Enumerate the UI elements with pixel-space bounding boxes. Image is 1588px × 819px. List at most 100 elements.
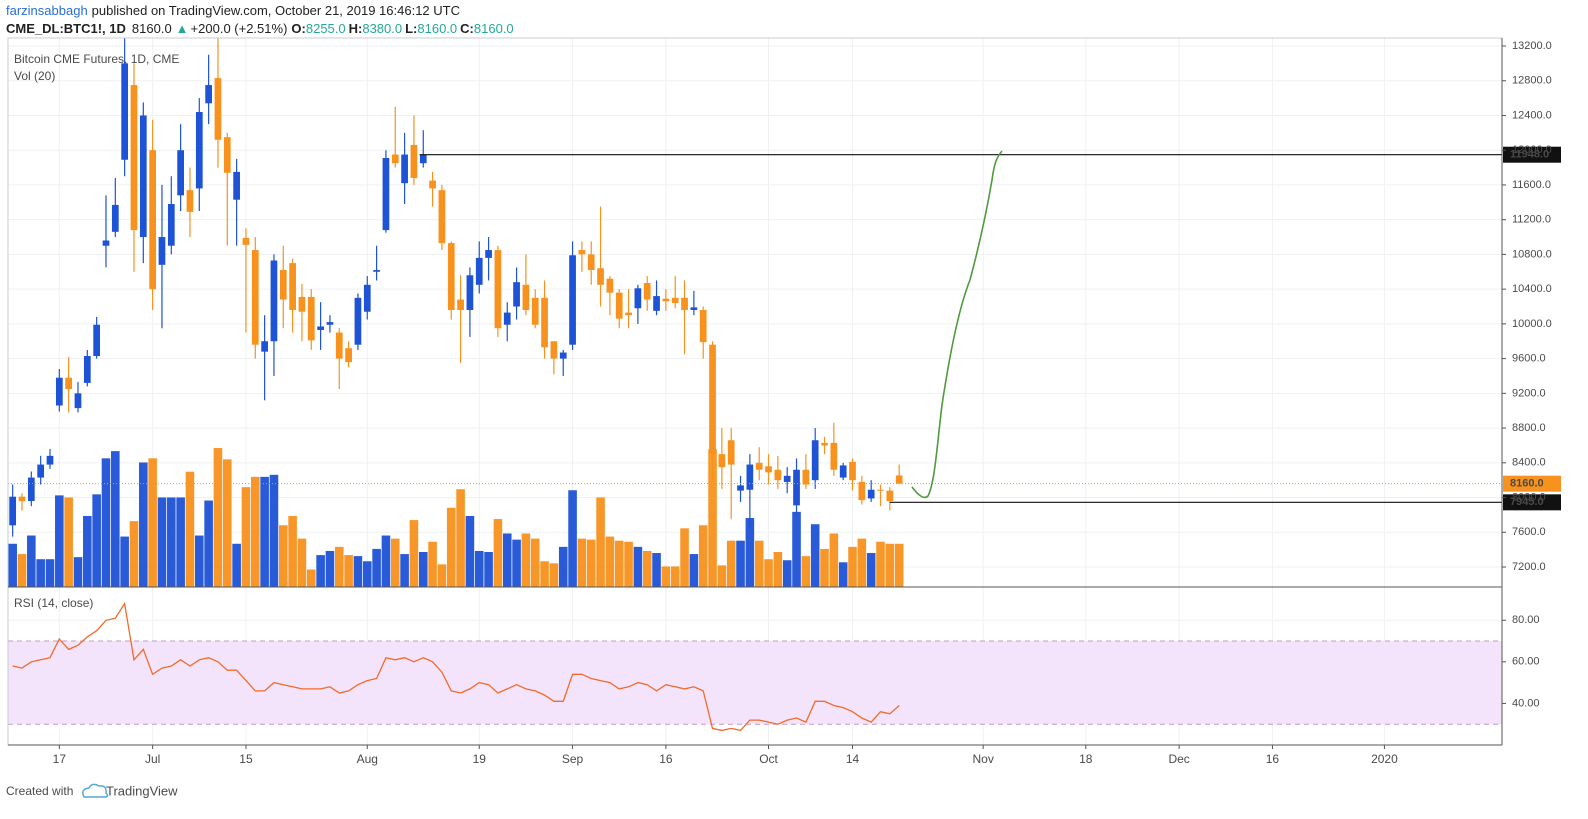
candle-body (438, 190, 446, 244)
x-tick-label: 2020 (1371, 752, 1398, 766)
volume-bar (390, 538, 400, 587)
volume-bar (45, 559, 55, 587)
candle-body (391, 154, 399, 164)
volume-bar (661, 566, 671, 587)
candle-body (335, 332, 343, 359)
arrow: ▲ (176, 21, 189, 36)
rsi-title: RSI (14, close) (14, 596, 93, 610)
x-tick-label: 16 (1266, 752, 1280, 766)
candle-body (186, 190, 194, 212)
ohlc-value: 8160.0 (474, 21, 514, 36)
volume-bar (829, 533, 839, 587)
volume-bar (8, 543, 17, 587)
candle-body (410, 144, 418, 178)
price: 8160.0 (132, 21, 172, 36)
volume-bar (717, 565, 727, 587)
volume-bar (876, 541, 885, 587)
candle-body (587, 254, 595, 271)
candle-body (569, 255, 576, 345)
volume-bar (400, 554, 409, 587)
volume-bar (792, 511, 801, 587)
x-tick-label: Sep (562, 752, 584, 766)
volume-bar (372, 548, 381, 587)
x-tick-label: Jul (145, 752, 160, 766)
candle-body (746, 464, 754, 490)
volume-bar (465, 515, 475, 587)
candle-body (597, 268, 604, 285)
volume-bar (596, 497, 605, 587)
volume-bar (232, 543, 241, 587)
candle-body (802, 469, 810, 485)
volume-bar (652, 553, 661, 587)
candle-body (447, 243, 455, 310)
x-tick-label: 19 (473, 752, 487, 766)
volume-bar (605, 536, 615, 587)
logo (82, 783, 109, 798)
candle-body (223, 137, 231, 173)
y-tick-label: 9200.0 (1512, 387, 1546, 399)
volume-bar (484, 552, 493, 587)
volume-bar (754, 540, 764, 587)
volume-bar (409, 520, 419, 587)
volume-bar (316, 555, 325, 587)
drawing (911, 150, 1003, 499)
candle-body (485, 250, 492, 258)
volume-bar (139, 462, 148, 587)
volume-bar (782, 560, 792, 587)
candle-body (429, 180, 436, 189)
ohlc-key: H: (349, 21, 363, 36)
volume-title: Vol (20) (14, 69, 55, 83)
volume-bar (530, 538, 540, 587)
volume-bar (381, 535, 391, 587)
volume-bar (848, 546, 857, 587)
level-label: 11948.0 (1510, 149, 1549, 161)
volume-bar (344, 555, 353, 587)
candle-body (419, 154, 427, 164)
candles (9, 38, 903, 537)
candle-body (251, 250, 259, 345)
footer-brand[interactable]: TradingView (106, 783, 178, 798)
candle-body (578, 250, 586, 255)
candle-body (793, 469, 800, 506)
candle-body (839, 465, 847, 478)
volume-bar (857, 538, 867, 587)
candle-body (783, 475, 791, 482)
y-tick-label: 7200.0 (1512, 561, 1546, 573)
y-tick-label: 12400.0 (1512, 109, 1552, 121)
ohlc-value: 8160.0 (417, 21, 457, 36)
y-tick-label: 11200.0 (1512, 214, 1551, 226)
y-tick-label: 10400.0 (1512, 283, 1552, 295)
volume-bar (306, 569, 316, 587)
volume-bar (633, 546, 643, 587)
volume-bar (241, 487, 251, 587)
candle-body (755, 462, 763, 470)
candle-body (699, 309, 707, 343)
candle-body (373, 270, 380, 272)
volume-bar (866, 553, 876, 587)
published: published on TradingView.com, October 21… (92, 3, 460, 18)
last-price-label: 8160.0 (1510, 478, 1544, 490)
y-tick-label: 7600.0 (1512, 526, 1546, 538)
volume-bar (288, 515, 297, 587)
candle-body (662, 298, 670, 302)
volume-bar (185, 471, 195, 587)
volume-bar (577, 538, 587, 587)
candle-body (279, 270, 287, 300)
volume-bar (334, 546, 344, 587)
volume-bar (269, 474, 279, 587)
author[interactable]: farzinsabbagh (6, 3, 88, 18)
volume-bar (120, 536, 129, 587)
volume-bar (428, 541, 437, 587)
volume-bar (83, 515, 92, 587)
volume-bar (698, 525, 708, 587)
volume-bar (223, 459, 232, 587)
candle-body (270, 260, 278, 342)
y-tick-label: 9600.0 (1512, 353, 1546, 365)
candle-body (354, 297, 362, 345)
candle-body (475, 257, 483, 285)
volume-bar (810, 524, 820, 587)
header-line: farzinsabbagh published on TradingView.co… (6, 3, 460, 18)
y-tick-label: 60.00 (1512, 656, 1540, 668)
candle-body (727, 440, 735, 465)
volume-bar (446, 507, 456, 587)
